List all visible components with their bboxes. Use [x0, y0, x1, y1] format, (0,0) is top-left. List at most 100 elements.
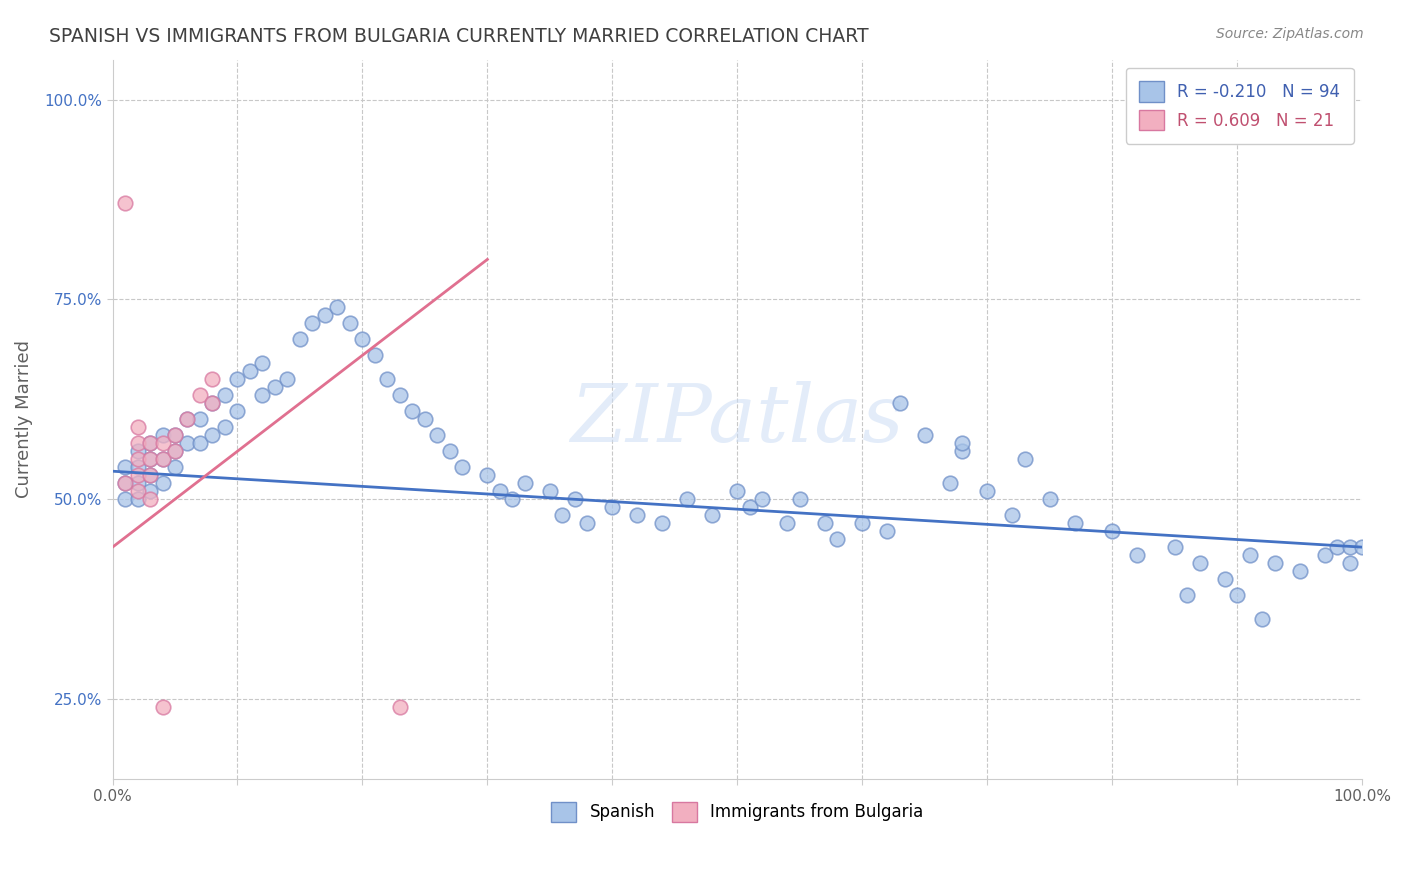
Point — [326, 301, 349, 315]
Point — [1313, 548, 1336, 562]
Point — [188, 388, 211, 402]
Point — [851, 516, 873, 531]
Point — [188, 436, 211, 450]
Point — [426, 428, 449, 442]
Text: SPANISH VS IMMIGRANTS FROM BULGARIA CURRENTLY MARRIED CORRELATION CHART: SPANISH VS IMMIGRANTS FROM BULGARIA CURR… — [49, 27, 869, 45]
Legend: Spanish, Immigrants from Bulgaria: Spanish, Immigrants from Bulgaria — [538, 789, 936, 835]
Point — [551, 508, 574, 523]
Point — [814, 516, 837, 531]
Point — [139, 436, 162, 450]
Y-axis label: Currently Married: Currently Married — [15, 340, 32, 499]
Point — [201, 396, 224, 410]
Point — [163, 428, 186, 442]
Point — [139, 468, 162, 483]
Point — [114, 476, 136, 491]
Point — [214, 420, 236, 434]
Point — [152, 476, 174, 491]
Point — [201, 396, 224, 410]
Point — [1339, 556, 1361, 570]
Point — [439, 444, 461, 458]
Point — [1063, 516, 1085, 531]
Point — [889, 396, 911, 410]
Point — [950, 436, 973, 450]
Point — [876, 524, 898, 538]
Point — [239, 364, 262, 378]
Point — [738, 500, 761, 515]
Point — [1126, 548, 1149, 562]
Point — [163, 444, 186, 458]
Point — [188, 412, 211, 426]
Point — [1226, 588, 1249, 602]
Point — [139, 484, 162, 499]
Point — [388, 388, 411, 402]
Point — [950, 444, 973, 458]
Point — [176, 412, 198, 426]
Point — [413, 412, 436, 426]
Point — [825, 532, 848, 546]
Point — [377, 372, 399, 386]
Point — [152, 428, 174, 442]
Point — [252, 356, 274, 370]
Point — [651, 516, 673, 531]
Point — [301, 316, 323, 330]
Point — [1213, 572, 1236, 586]
Point — [163, 460, 186, 475]
Point — [1175, 588, 1198, 602]
Point — [152, 436, 174, 450]
Point — [176, 436, 198, 450]
Point — [1014, 452, 1036, 467]
Point — [702, 508, 724, 523]
Point — [127, 492, 149, 507]
Point — [388, 700, 411, 714]
Point — [401, 404, 423, 418]
Point — [501, 492, 523, 507]
Point — [1239, 548, 1261, 562]
Point — [152, 452, 174, 467]
Point — [938, 476, 960, 491]
Point — [1351, 540, 1374, 554]
Point — [564, 492, 586, 507]
Point — [776, 516, 799, 531]
Point — [127, 460, 149, 475]
Point — [352, 332, 374, 346]
Point — [127, 468, 149, 483]
Point — [451, 460, 474, 475]
Point — [914, 428, 936, 442]
Point — [364, 348, 387, 362]
Point — [264, 380, 287, 394]
Point — [152, 700, 174, 714]
Point — [226, 372, 249, 386]
Point — [725, 484, 748, 499]
Point — [538, 484, 561, 499]
Point — [114, 460, 136, 475]
Point — [676, 492, 699, 507]
Point — [1339, 540, 1361, 554]
Text: ZIPatlas: ZIPatlas — [571, 381, 904, 458]
Point — [252, 388, 274, 402]
Point — [127, 436, 149, 450]
Point — [1263, 556, 1285, 570]
Point — [314, 309, 336, 323]
Point — [139, 452, 162, 467]
Point — [127, 476, 149, 491]
Point — [789, 492, 811, 507]
Point — [139, 468, 162, 483]
Point — [1288, 564, 1310, 578]
Point — [976, 484, 998, 499]
Point — [576, 516, 599, 531]
Point — [276, 372, 298, 386]
Point — [214, 388, 236, 402]
Point — [1251, 612, 1274, 626]
Point — [127, 420, 149, 434]
Point — [201, 372, 224, 386]
Point — [114, 476, 136, 491]
Point — [163, 428, 186, 442]
Point — [127, 484, 149, 499]
Point — [114, 196, 136, 211]
Point — [114, 492, 136, 507]
Point — [751, 492, 773, 507]
Point — [489, 484, 512, 499]
Point — [339, 316, 361, 330]
Point — [139, 492, 162, 507]
Point — [127, 444, 149, 458]
